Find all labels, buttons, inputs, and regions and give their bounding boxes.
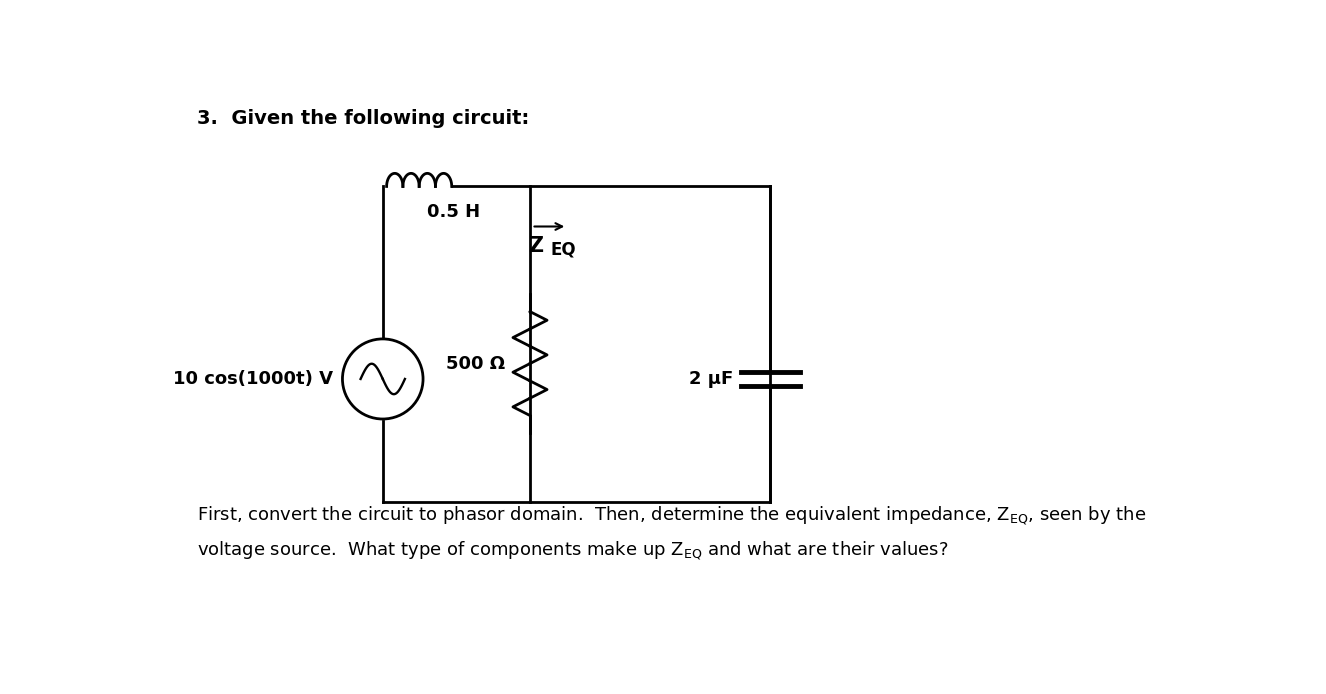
- Text: 3.  Given the following circuit:: 3. Given the following circuit:: [196, 110, 529, 128]
- Text: 0.5 H: 0.5 H: [427, 203, 480, 221]
- Text: 2 μF: 2 μF: [688, 370, 733, 388]
- Text: First, convert the circuit to phasor domain.  Then, determine the equivalent imp: First, convert the circuit to phasor dom…: [196, 505, 1146, 527]
- Text: 10 cos(1000t) V: 10 cos(1000t) V: [174, 370, 333, 388]
- Text: 500 Ω: 500 Ω: [446, 355, 505, 373]
- Text: EQ: EQ: [550, 240, 577, 258]
- Text: Z: Z: [528, 236, 542, 256]
- Text: voltage source.  What type of components make up Z$_{\mathregular{EQ}}$ and what: voltage source. What type of components …: [196, 540, 948, 562]
